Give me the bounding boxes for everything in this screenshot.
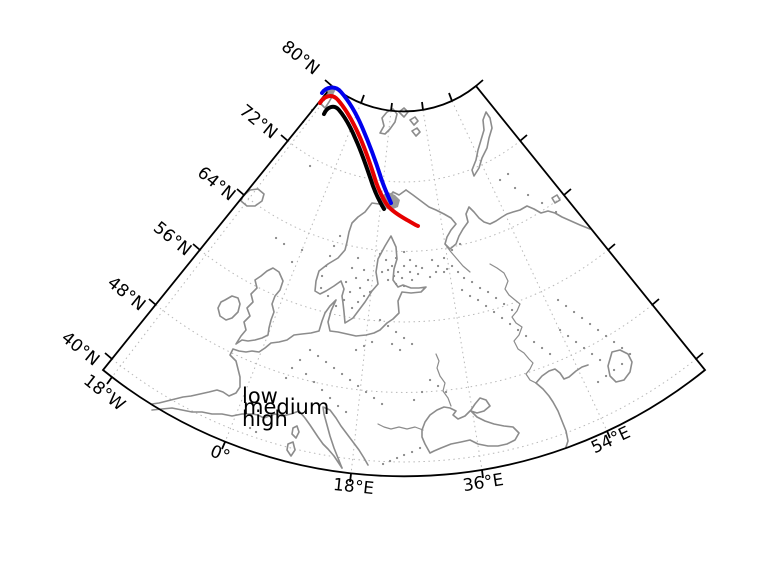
coastline-aral xyxy=(607,349,633,383)
coastline-arctic-island xyxy=(551,194,561,204)
lat-label-72n: 72°N xyxy=(235,101,281,144)
graticule-parallels xyxy=(111,140,697,463)
map-boundary xyxy=(101,84,707,478)
coastline-caspian-north xyxy=(535,364,589,384)
legend-label-high: high xyxy=(242,407,288,431)
trajectory-high xyxy=(320,85,393,205)
river-danube xyxy=(377,423,424,431)
lat-label-48n: 48°N xyxy=(103,273,149,316)
graticule-meridians xyxy=(111,87,608,475)
coastline-black-sea xyxy=(421,397,520,454)
coastline-caspian xyxy=(535,382,569,448)
coastline-arctic-russia xyxy=(405,189,591,250)
lat-label-64n: 64°N xyxy=(193,163,239,206)
coastline-mainland xyxy=(151,189,427,405)
legend: low medium high xyxy=(242,384,329,431)
lon-label-18w: 18°W xyxy=(79,371,128,416)
coastline-mediterranean xyxy=(151,407,343,469)
trajectory-low xyxy=(322,104,386,211)
river-dnieper xyxy=(435,353,452,407)
lon-label-18e: 18°E xyxy=(332,475,375,499)
lon-label-0: 0° xyxy=(207,441,232,467)
axis-ticks xyxy=(104,79,704,483)
coastline-corsica xyxy=(291,425,300,439)
legend-label-low: low xyxy=(242,384,278,408)
coastline-britain xyxy=(235,267,284,345)
coastline-iceland xyxy=(240,188,265,207)
trajectory-medium xyxy=(318,94,420,228)
coastline-novaya-zemlya xyxy=(471,111,493,177)
coastline-adriatic xyxy=(322,406,369,469)
legend-label-medium: medium xyxy=(243,395,329,419)
lat-labels: 80°N 72°N 64°N 56°N 48°N 40°N xyxy=(57,37,323,371)
lon-label-54e: 54°E xyxy=(588,423,633,458)
lat-label-80n: 80°N xyxy=(277,37,323,80)
coastline-sardinia xyxy=(286,441,296,457)
coastlines xyxy=(151,89,633,469)
coastline-ireland xyxy=(217,295,241,321)
river-dvina xyxy=(444,243,471,273)
river-volga xyxy=(489,263,537,384)
lat-label-56n: 56°N xyxy=(149,218,195,261)
lon-label-36e: 36°E xyxy=(461,470,505,496)
lat-label-40n: 40°N xyxy=(57,328,103,371)
